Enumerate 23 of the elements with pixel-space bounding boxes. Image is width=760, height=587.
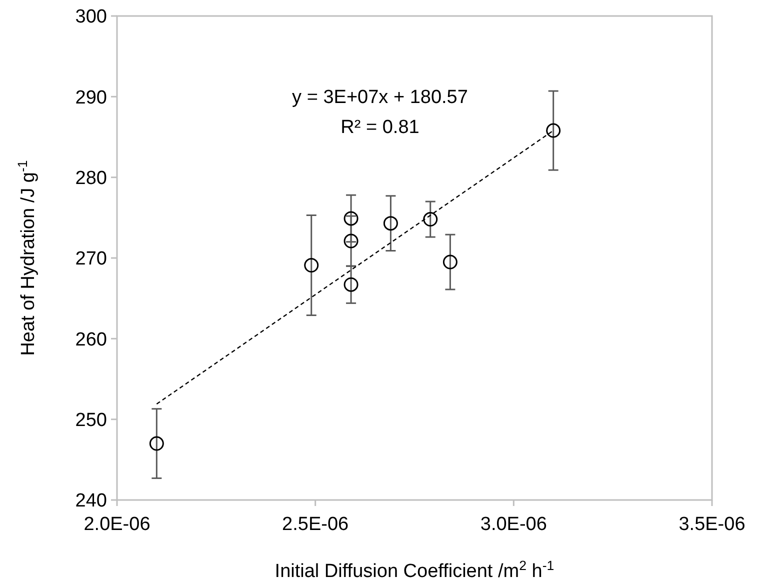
point xyxy=(383,216,398,231)
point xyxy=(304,258,319,273)
y-tick-label: 250 xyxy=(75,410,107,431)
point xyxy=(344,277,358,292)
point xyxy=(442,254,458,270)
y-tick-label: 300 xyxy=(75,6,107,28)
point xyxy=(423,212,438,227)
x-tick-label: 3.5E-06 xyxy=(678,514,746,535)
y-tick-label: 270 xyxy=(75,248,107,270)
x-axis-title: Initial Diffusion Coefficient /m$^{2}$ h$^{-1}$ xyxy=(274,558,554,582)
x-tick-label: 3.0E-06 xyxy=(480,514,547,535)
x-tick-label: 2.5E-06 xyxy=(282,514,349,535)
annotation: R² = 0.81 xyxy=(340,117,420,138)
point xyxy=(344,211,358,226)
y-tick-label: 290 xyxy=(75,87,107,108)
annotation: y = 3E+07x + 180.57 xyxy=(292,87,468,108)
y-tick-label: 280 xyxy=(75,168,107,189)
y-tick-label: 260 xyxy=(75,329,107,350)
y-tick-label: 240 xyxy=(75,490,107,512)
point xyxy=(546,123,561,138)
x-tick-label: 2.0E-06 xyxy=(84,514,150,535)
point xyxy=(344,234,358,248)
point xyxy=(149,436,164,451)
